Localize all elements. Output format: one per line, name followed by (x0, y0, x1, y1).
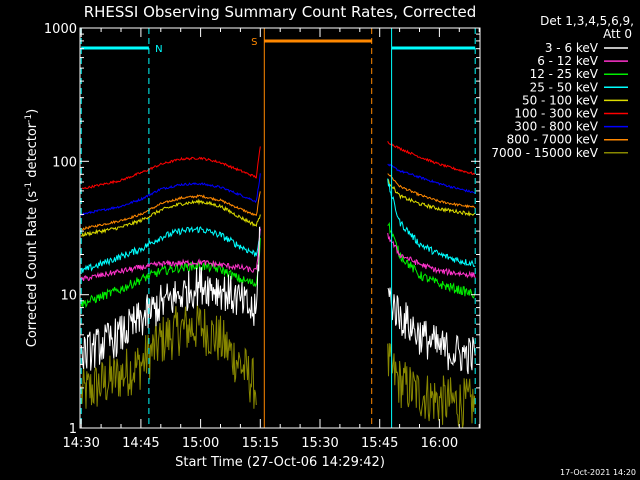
series-line-3-segment-1 (80, 237, 261, 309)
x-tick-label: 16:00 (421, 436, 458, 451)
series-line-1-segment-1 (80, 226, 261, 371)
series-line-2-segment-2 (387, 232, 476, 279)
legend-entry-label-2: 6 - 12 keV (537, 54, 599, 68)
plot-area: NS (80, 28, 476, 429)
series-line-2-segment-1 (80, 228, 261, 282)
flag-bar-label-3: S (251, 37, 257, 48)
series-line-6-segment-1 (81, 146, 261, 190)
footer-timestamp: 17-Oct-2021 14:20 (560, 468, 636, 477)
legend-entry-label-4: 25 - 50 keV (530, 80, 599, 94)
x-tick-label: 15:45 (361, 436, 398, 451)
x-tick-label: 14:30 (62, 436, 99, 451)
axes: 1 10 100 1000 14:30 14:45 15:00 15:15 15:30 15:45… (44, 22, 480, 451)
chart-title: RHESSI Observing Summary Count Rates, Co… (84, 3, 477, 21)
legend-header-line-2: Att 0 (603, 27, 632, 41)
series-line-4-segment-2 (387, 178, 476, 267)
legend-entry-label-8: 800 - 7000 keV (507, 133, 599, 147)
series-line-7-segment-1 (81, 173, 261, 216)
series-line-4-segment-1 (80, 226, 261, 273)
y-axis-label: Corrected Count Rate (s-1 detector-1) (24, 109, 40, 347)
series-line-9-segment-2 (387, 343, 476, 429)
y-tick-label: 1 (69, 422, 77, 437)
series-line-7-segment-2 (387, 163, 476, 194)
series-line-6-segment-2 (387, 140, 476, 175)
legend-entry-label-3: 12 - 25 keV (530, 67, 599, 81)
flag-bar-label-1: N (155, 44, 162, 55)
x-tick-label: 14:45 (122, 436, 159, 451)
series-line-5-segment-2 (387, 178, 476, 217)
series-line-3-segment-2 (387, 221, 476, 299)
x-tick-label: 15:15 (242, 436, 279, 451)
legend-entry-label-7: 300 - 800 keV (514, 120, 598, 134)
x-axis-label: Start Time (27-Oct-06 14:29:42) (175, 455, 385, 470)
legend-header-line-1: Det 1,3,4,5,6,9, (540, 14, 634, 28)
y-tick-label: 100 (52, 155, 77, 170)
legend-entry-label-6: 100 - 300 keV (514, 107, 598, 121)
x-tick-label: 15:00 (182, 436, 219, 451)
series-line-5-segment-1 (80, 198, 261, 238)
series-line-8-segment-2 (387, 173, 476, 209)
legend-entry-label-9: 7000 - 15000 keV (491, 146, 598, 160)
y-tick-label: 1000 (44, 22, 77, 37)
x-tick-label: 15:30 (301, 436, 338, 451)
series-line-1-segment-2 (387, 287, 476, 375)
legend-entry-label-5: 50 - 100 keV (522, 93, 599, 107)
legend-entry-label-1: 3 - 6 keV (545, 41, 599, 55)
series-line-9-segment-1 (80, 302, 257, 409)
series-line-8-segment-1 (80, 191, 261, 231)
y-tick-label: 10 (60, 289, 77, 304)
